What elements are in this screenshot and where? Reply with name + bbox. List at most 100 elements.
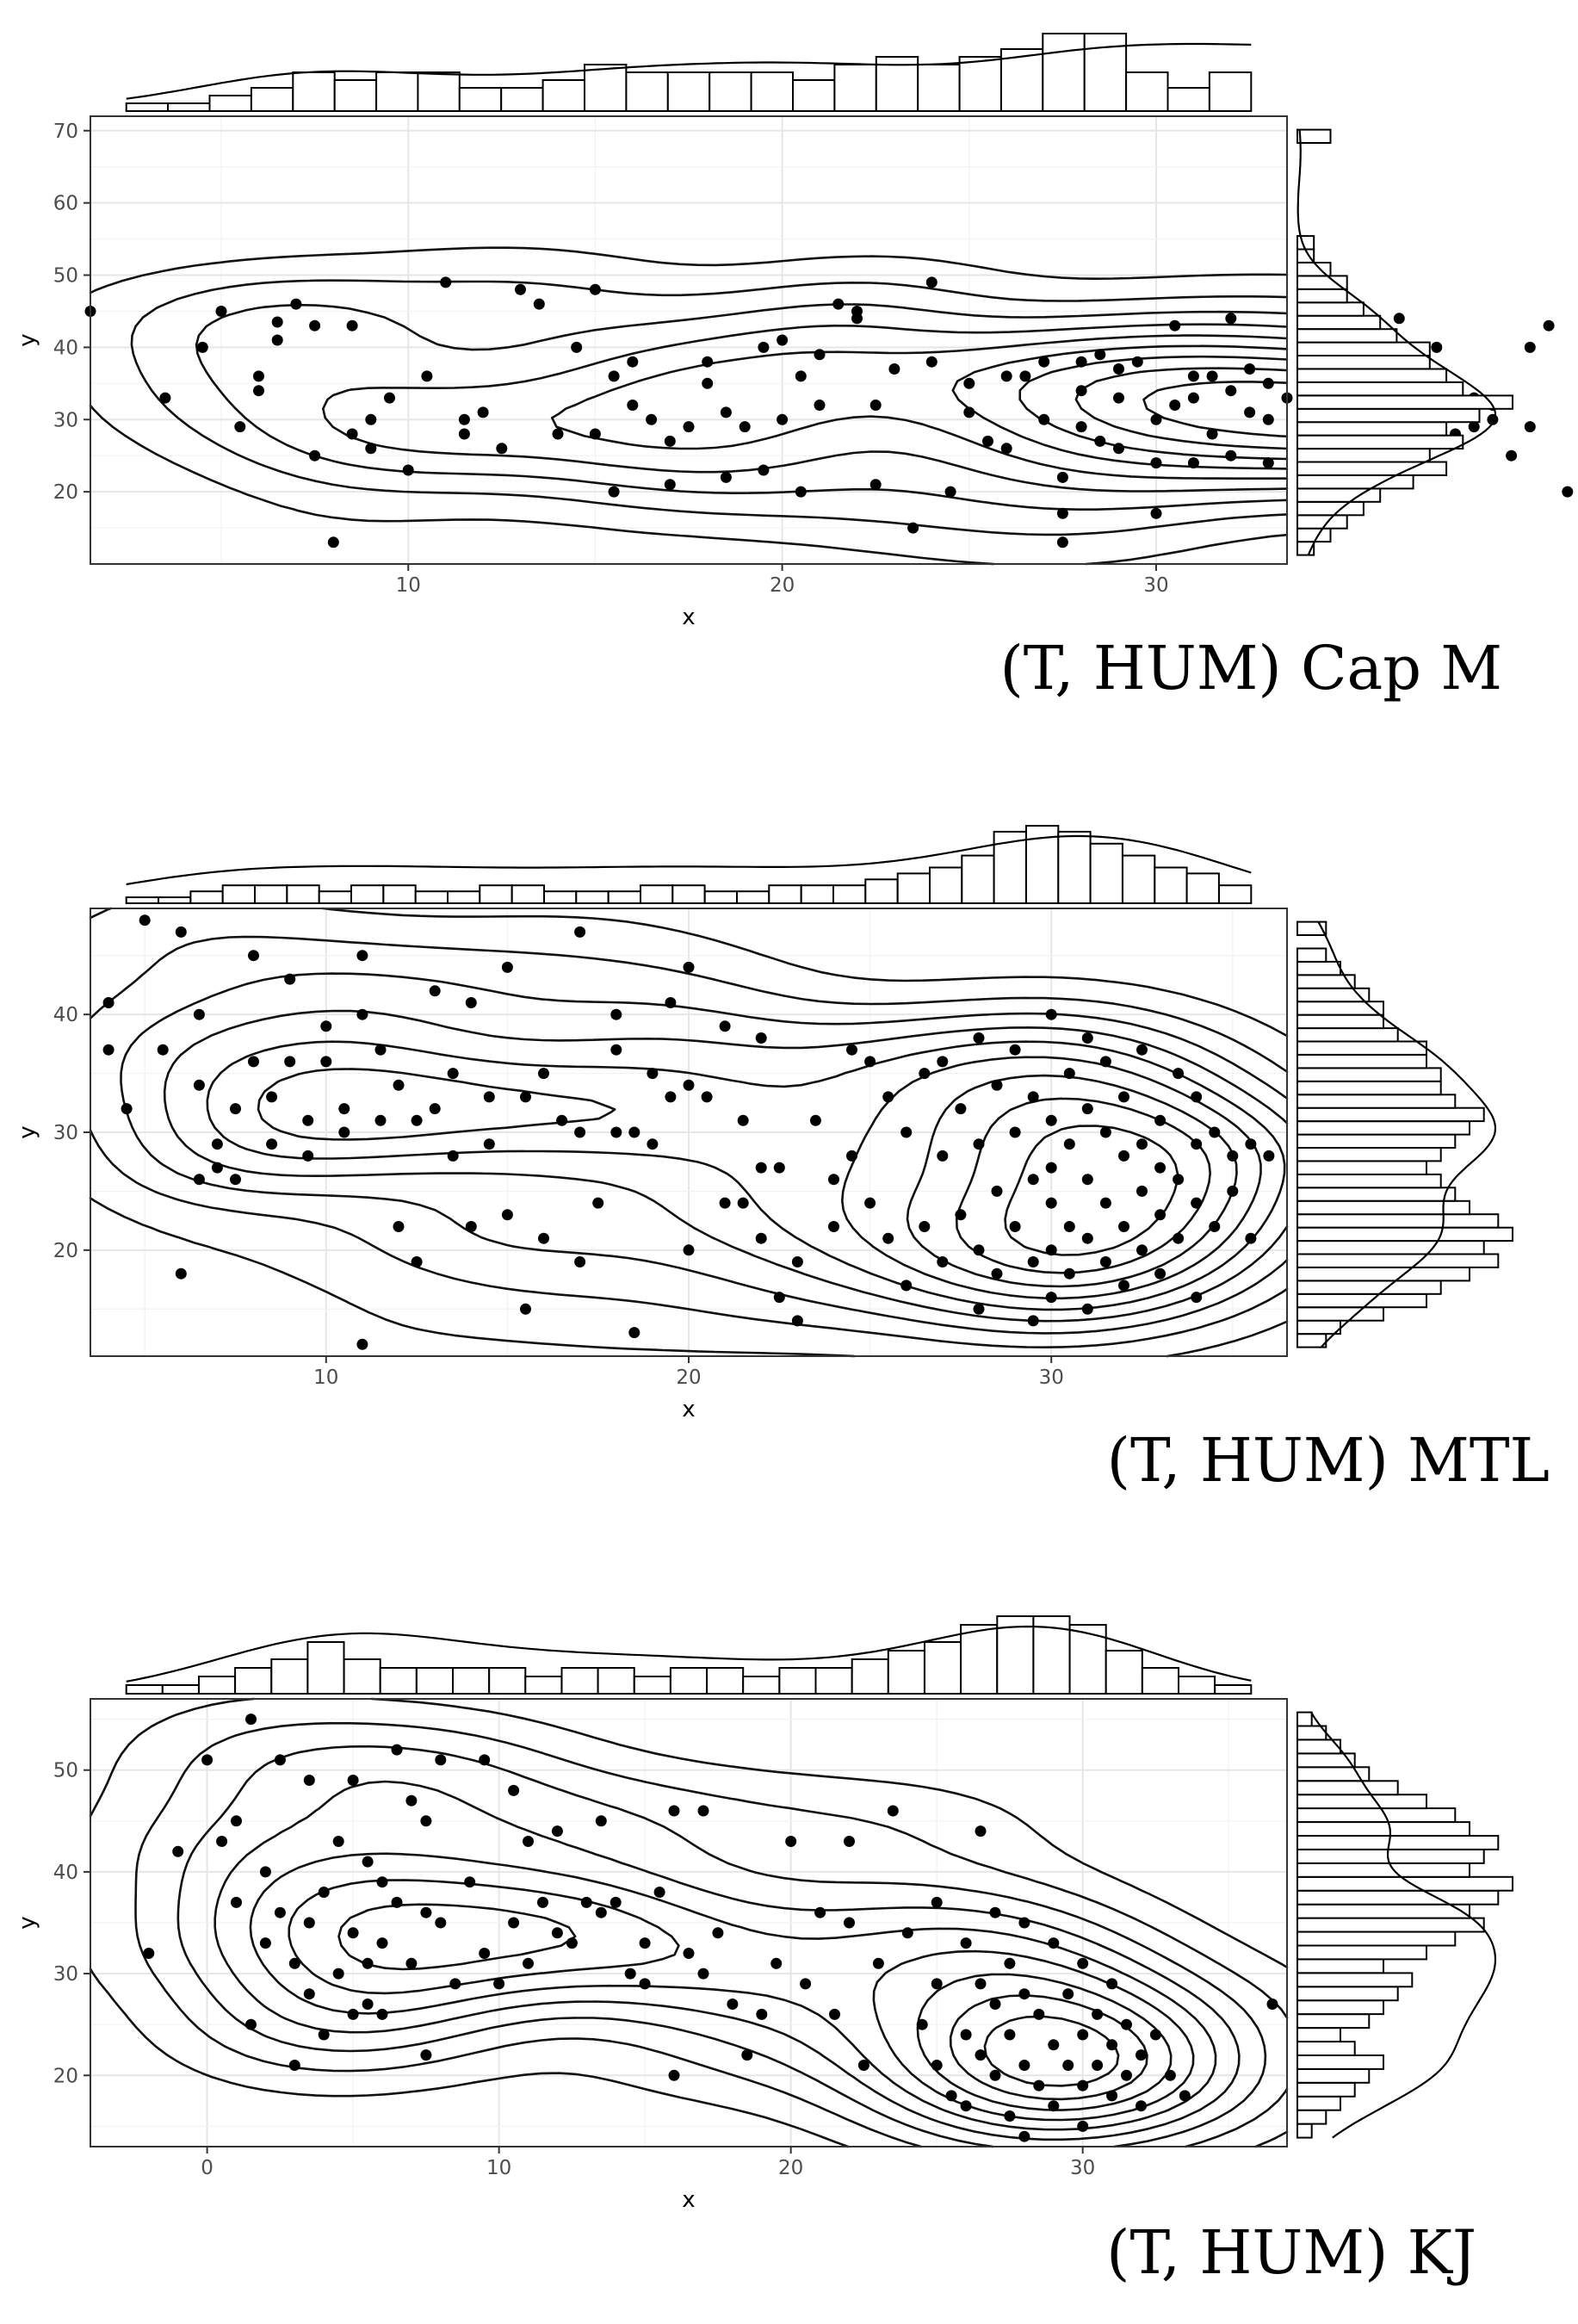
data-point [1206,370,1218,382]
contour-level-8 [1074,367,1289,450]
hist-bar [1296,1807,1457,1824]
data-point [376,1876,388,1888]
data-point [844,1836,855,1847]
data-point [900,1280,913,1292]
hist-bar [633,1676,671,1695]
data-point [1206,428,1218,440]
data-point [1150,507,1162,519]
data-point [356,1338,368,1350]
data-point [1118,1221,1129,1232]
hist-bar [1296,1213,1500,1229]
hist-bar [1068,1624,1107,1695]
data-point [610,1044,622,1056]
data-point [719,1020,731,1032]
data-point [1062,1988,1074,2000]
hist-bar [1296,1944,1427,1961]
hist-bar [1296,235,1315,251]
data-point [758,464,770,476]
data-point [931,1978,943,1990]
data-point [248,950,259,962]
data-point [1245,1232,1257,1244]
data-point [668,1805,680,1817]
data-point [1056,471,1068,483]
data-point [1081,1032,1093,1044]
data-point [320,1020,332,1032]
data-point [937,1256,949,1267]
plot-background [90,116,1287,564]
data-point [795,370,807,382]
hist-bar [221,884,257,904]
data-point [429,985,441,997]
data-point [955,1103,967,1115]
data-point [1136,2049,1147,2061]
hist-bar [929,866,963,904]
data-point [411,1114,423,1126]
data-point [755,1232,767,1244]
data-point [1244,406,1256,418]
hist-bar [1296,2054,1384,2070]
data-point [447,1068,459,1080]
data-point [1018,1917,1030,1929]
data-point [1056,507,1068,519]
hist-bar [447,890,481,904]
y-tick-label: 30 [53,1963,78,1986]
contour-level-9 [1004,1125,1179,1256]
hist-bar [864,878,899,904]
data-point [1524,341,1536,353]
y-axis-label: y [15,1125,40,1138]
hist-bar [742,1676,781,1695]
data-point [1027,1256,1039,1267]
data-point [991,1185,1003,1197]
marginal-histogram-y [1296,128,1513,556]
data-point [1004,2110,1016,2122]
data-point [175,1267,187,1280]
data-point [1191,1292,1203,1304]
data-point [857,2060,869,2071]
hist-bar [417,71,461,112]
data-point [814,1906,826,1918]
data-point [266,1091,278,1103]
data-point [211,1138,223,1150]
data-point [1562,486,1574,498]
data-point [253,370,264,382]
data-point [362,1856,374,1868]
data-point [327,536,339,548]
data-point [309,449,321,462]
hist-bar [1296,2123,1313,2139]
data-point [332,1968,344,1980]
data-point [356,1008,368,1020]
contour-level-4 [163,1009,1289,1323]
data-point [1173,1174,1185,1186]
hist-bar [1296,407,1481,424]
data-point [916,2018,928,2030]
hist-bar [382,884,417,904]
data-point [814,400,826,411]
hist-bar [1296,1094,1457,1109]
data-point [1191,1197,1203,1209]
data-point [832,298,845,310]
x-tick-label: 20 [770,574,795,597]
data-point [758,341,770,353]
hist-bar [1296,1267,1470,1282]
data-point [960,1937,972,1949]
y-tick-label: 20 [53,481,78,504]
data-point [566,1937,578,1949]
data-point [937,1056,949,1068]
x-tick-label: 10 [313,1367,338,1389]
data-point [523,1836,534,1847]
data-point [393,1079,405,1091]
hist-bar [1296,1972,1414,1988]
data-point [1048,2039,1060,2051]
data-point [551,1825,563,1838]
hist-bar [584,64,628,112]
hist-bar [1296,1917,1485,1933]
data-point [215,306,227,317]
data-point [973,1303,985,1315]
data-point [828,1174,839,1186]
data-point [420,1906,432,1918]
hist-bar [1296,2095,1341,2111]
data-point [1244,363,1256,375]
data-point [374,1114,387,1126]
panel-kj: 0 10 20 30 20 30 40 50 x y (T, HUM) KJ [15,1615,1513,2288]
